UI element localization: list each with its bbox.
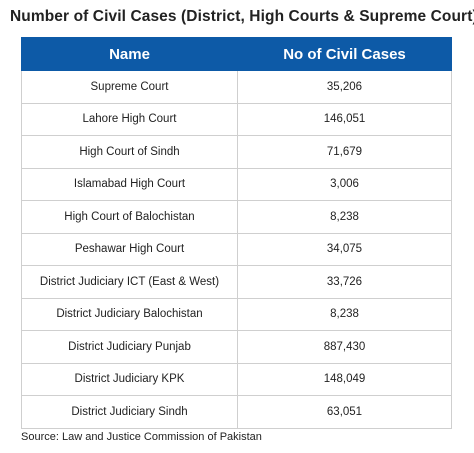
cell-name: District Judiciary KPK (21, 362, 238, 396)
table-row: District Judiciary KPK 148,049 (21, 362, 452, 396)
header-name: Name (21, 37, 238, 71)
cell-name: District Judiciary Punjab (21, 330, 238, 364)
table-row: High Court of Sindh 71,679 (21, 135, 452, 169)
cell-name: Peshawar High Court (21, 232, 238, 266)
cell-count: 8,238 (237, 297, 452, 331)
table-row: District Judiciary Balochistan 8,238 (21, 297, 452, 331)
cell-count: 35,206 (237, 70, 452, 104)
cell-count: 3,006 (237, 167, 452, 201)
table-header-row: Name No of Civil Cases (21, 37, 452, 71)
cell-count: 146,051 (237, 102, 452, 136)
civil-cases-table: Name No of Civil Cases Supreme Court 35,… (21, 37, 452, 429)
table-row: Islamabad High Court 3,006 (21, 167, 452, 201)
cell-name: High Court of Balochistan (21, 200, 238, 234)
table-row: Peshawar High Court 34,075 (21, 232, 452, 266)
cell-count: 71,679 (237, 135, 452, 169)
page-title: Number of Civil Cases (District, High Co… (10, 8, 474, 25)
table-row: District Judiciary Punjab 887,430 (21, 330, 452, 364)
table-row: Supreme Court 35,206 (21, 70, 452, 104)
table-row: High Court of Balochistan 8,238 (21, 200, 452, 234)
cell-count: 33,726 (237, 265, 452, 299)
cell-name: High Court of Sindh (21, 135, 238, 169)
cell-name: District Judiciary Balochistan (21, 297, 238, 331)
header-civil-cases: No of Civil Cases (237, 37, 452, 71)
cell-count: 63,051 (237, 395, 452, 429)
cell-name: Supreme Court (21, 70, 238, 104)
cell-count: 34,075 (237, 232, 452, 266)
cell-name: Lahore High Court (21, 102, 238, 136)
cell-name: District Judiciary ICT (East & West) (21, 265, 238, 299)
cell-count: 148,049 (237, 362, 452, 396)
cell-count: 887,430 (237, 330, 452, 364)
cell-name: District Judiciary Sindh (21, 395, 238, 429)
cell-name: Islamabad High Court (21, 167, 238, 201)
table-row: Lahore High Court 146,051 (21, 102, 452, 136)
source-note: Source: Law and Justice Commission of Pa… (21, 431, 262, 443)
table-row: District Judiciary ICT (East & West) 33,… (21, 265, 452, 299)
table-row: District Judiciary Sindh 63,051 (21, 395, 452, 429)
cell-count: 8,238 (237, 200, 452, 234)
